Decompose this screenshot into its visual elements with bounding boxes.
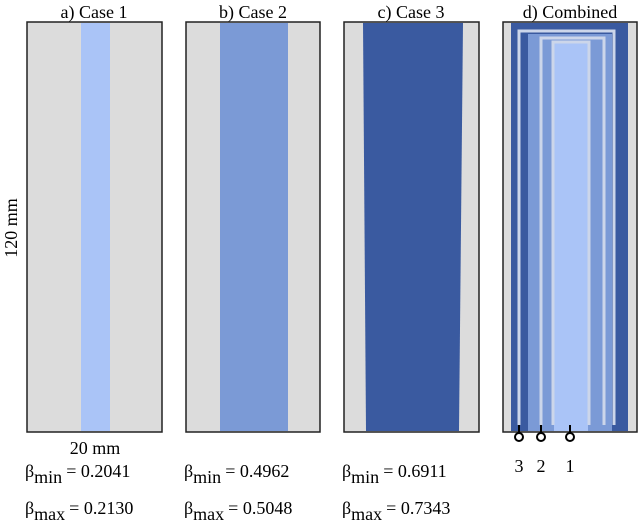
beta-value: = 0.6911 xyxy=(383,461,446,481)
beta-symbol: β xyxy=(342,461,351,481)
coil-trace xyxy=(517,29,616,425)
panel-title: a) Case 1 xyxy=(61,2,128,23)
stripe xyxy=(81,23,110,431)
coil-trace xyxy=(551,40,591,425)
beta-value: = 0.4962 xyxy=(225,461,289,481)
beta-max: βmax = 0.5048 xyxy=(184,498,292,524)
coil-trace xyxy=(539,36,606,425)
beta-subscript: min xyxy=(193,467,221,487)
beta-min: βmin = 0.4962 xyxy=(184,461,289,487)
beta-subscript: max xyxy=(34,504,65,524)
beta-value: = 0.5048 xyxy=(228,498,292,518)
width-label: 20 mm xyxy=(70,438,121,458)
beta-symbol: β xyxy=(184,498,193,518)
beta-subscript: max xyxy=(193,504,224,524)
port-label: 1 xyxy=(566,456,575,476)
beta-subscript: min xyxy=(34,467,62,487)
beta-min: βmin = 0.2041 xyxy=(25,461,130,487)
beta-value: = 0.2041 xyxy=(66,461,130,481)
beta-max: βmax = 0.7343 xyxy=(342,498,450,524)
beta-min: βmin = 0.6911 xyxy=(342,461,447,487)
stripe xyxy=(554,42,588,431)
beta-symbol: β xyxy=(342,498,351,518)
panel-title: b) Case 2 xyxy=(219,2,287,23)
ports xyxy=(514,425,575,442)
beta-symbol: β xyxy=(25,461,34,481)
beta-symbol: β xyxy=(184,461,193,481)
beta-value: = 0.2130 xyxy=(69,498,133,518)
port-label: 2 xyxy=(537,456,546,476)
height-label: 120 mm xyxy=(1,198,21,258)
port-label: 3 xyxy=(515,456,524,476)
stripe xyxy=(220,23,288,431)
stripe xyxy=(363,23,463,431)
panel-title: d) Combined xyxy=(523,2,618,23)
beta-max: βmax = 0.2130 xyxy=(25,498,133,524)
beta-subscript: min xyxy=(351,467,379,487)
beta-subscript: max xyxy=(351,504,382,524)
beta-symbol: β xyxy=(25,498,34,518)
beta-value: = 0.7343 xyxy=(386,498,450,518)
panel-title: c) Case 3 xyxy=(378,2,445,23)
